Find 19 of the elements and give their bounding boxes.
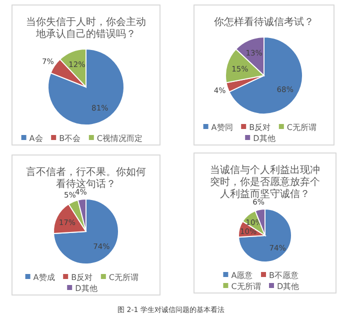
legend-label: C视情况而定 [96,134,142,143]
chart-title: 当你失信于人时，你会主动地承认自己的错误吗？ [26,16,146,40]
legend-label: C无所谓 [231,282,261,291]
legend-label: B不会 [59,134,81,143]
chart-title: 你怎样看待诚信考试？ [214,16,314,28]
legend-label: A赞同 [211,123,233,132]
legend-label: B反对 [249,123,271,132]
legend-label: A会 [29,134,43,143]
legend-label: C无所谓 [108,273,138,282]
chart-title: 当诚信与个人利益出现冲突时，你是否愿意放弃个人利益而坚守诚信？ [210,164,320,200]
legend-label: B反对 [71,273,93,282]
legend-label: C无所谓 [286,123,316,132]
legend-label: A愿意 [231,271,253,280]
chart-title: 言不信者，行不果。你如何看待这句话？ [26,166,146,190]
legend-label: D其他 [277,282,300,291]
legend-label: B不愿意 [269,271,298,280]
legend-label: A赞成 [33,273,55,282]
legend-label: D其他 [253,134,276,143]
legend-label: D其他 [75,284,98,293]
